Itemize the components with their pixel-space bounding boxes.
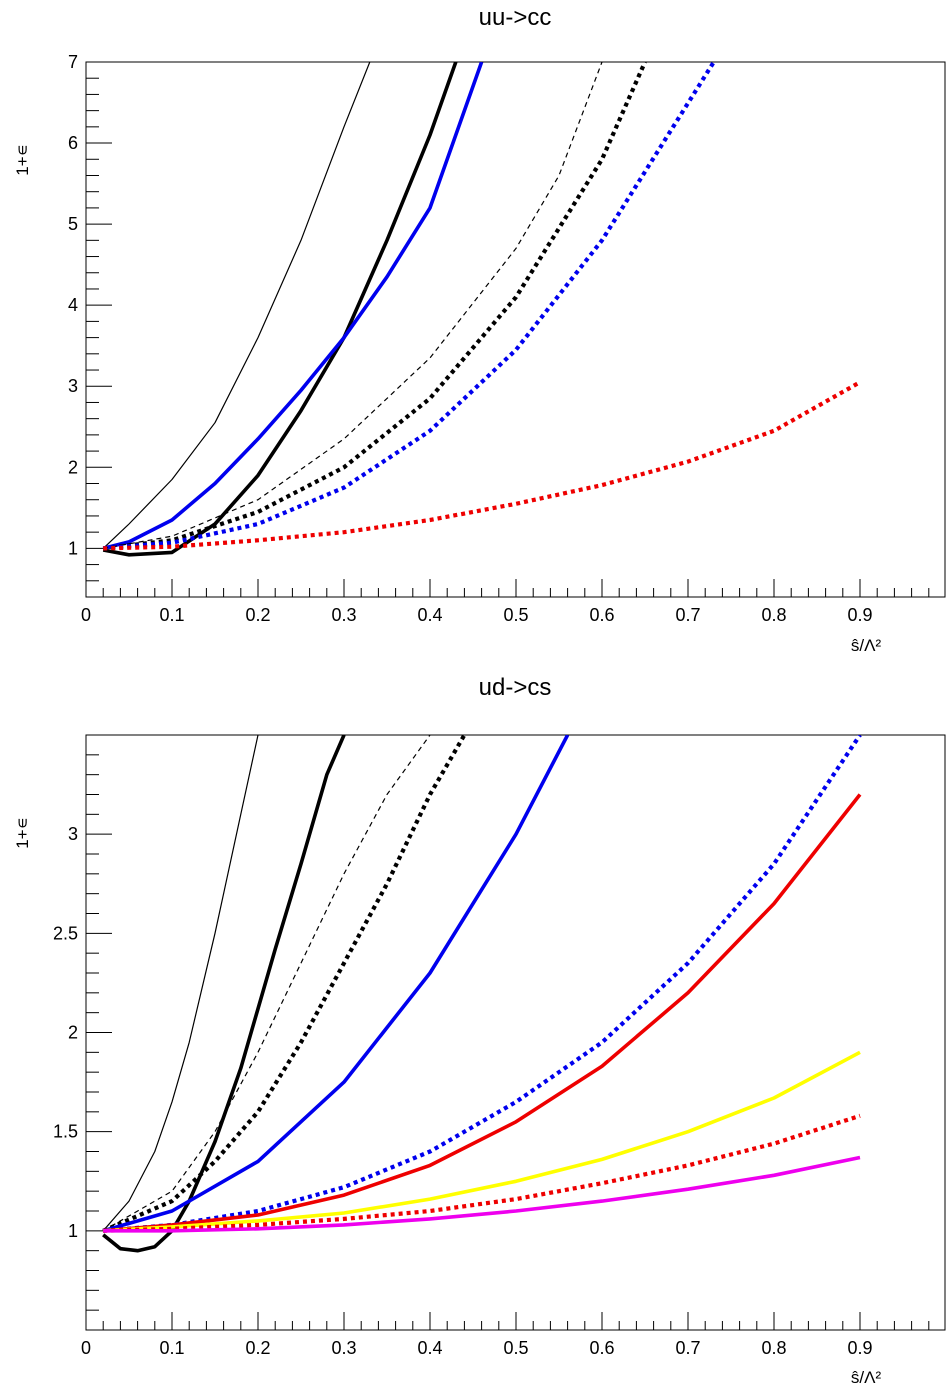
x-tick-label: 0.4 [417, 1338, 442, 1358]
series-line-3 [103, 62, 603, 549]
series-line-9 [103, 1155, 861, 1233]
y-tick-label: 1 [68, 1221, 78, 1241]
series-line-4 [102, 62, 647, 551]
y-tick-label: 5 [68, 214, 78, 234]
x-axis-label: ŝ/Λ² [851, 636, 882, 655]
x-tick-label: 0.1 [159, 605, 184, 625]
y-axis-label: 1+∊ [13, 817, 32, 849]
y-tick-label: 2 [68, 457, 78, 477]
y-tick-label: 1 [68, 538, 78, 558]
series-line-4 [102, 735, 570, 1233]
x-tick-label: 0.3 [331, 605, 356, 625]
y-tick-label: 1.5 [53, 1122, 78, 1142]
plot-frame [85, 734, 946, 1331]
x-tick-label: 0 [81, 1338, 91, 1358]
series-group [102, 62, 862, 557]
x-tick-label: 0.5 [503, 1338, 528, 1358]
series-line-5 [103, 735, 862, 1233]
series-line-7 [103, 1050, 861, 1233]
x-tick-label: 0.2 [245, 605, 270, 625]
x-tick-label: 0.9 [847, 605, 872, 625]
plot-frame [85, 61, 946, 598]
y-tick-label: 6 [68, 133, 78, 153]
series-line-0 [102, 735, 259, 1232]
y-axis-label: 1+∊ [13, 144, 32, 176]
y-tick-label: 4 [68, 295, 78, 315]
x-tick-label: 0.3 [331, 1338, 356, 1358]
chart-title: uu->cc [479, 4, 552, 31]
y-tick-label: 2 [68, 1023, 78, 1043]
series-line-5 [103, 62, 716, 551]
series-line-8 [103, 1113, 861, 1233]
series-line-1 [102, 62, 458, 557]
y-tick-label: 7 [68, 52, 78, 72]
series-line-3 [102, 735, 467, 1233]
x-tick-label: 0.6 [589, 1338, 614, 1358]
y-tick-label: 3 [68, 376, 78, 396]
x-tick-label: 0 [81, 605, 91, 625]
x-tick-label: 0.2 [245, 1338, 270, 1358]
chart-title: ud->cs [479, 674, 552, 701]
series-line-2 [102, 62, 484, 551]
x-tick-label: 0.8 [761, 1338, 786, 1358]
x-tick-label: 0.7 [675, 605, 700, 625]
chart-panel-uu-cc: uu->cc 1+∊ ŝ/Λ² 0 0.1 0.2 0.3 0.4 0.5 0.6 0.7 0.… [13, 4, 946, 655]
x-tick-label: 0.7 [675, 1338, 700, 1358]
x-tick-label: 0.6 [589, 605, 614, 625]
series-line-0 [102, 62, 371, 549]
y-tick-label: 3 [68, 824, 78, 844]
y-tick-label: 2.5 [53, 923, 78, 943]
series-line-6 [103, 793, 862, 1233]
x-tick-label: 0.5 [503, 605, 528, 625]
x-axis-label: ŝ/Λ² [851, 1368, 882, 1387]
series-line-2 [102, 735, 431, 1232]
chart-panel-ud-cs: ud->cs 1+∊ ŝ/Λ² 0 0.1 0.2 0.3 0.4 0.5 0.6 0.7 0.… [13, 674, 946, 1387]
x-tick-label: 0.9 [847, 1338, 872, 1358]
x-tick-label: 0.8 [761, 605, 786, 625]
series-group [102, 735, 862, 1253]
x-tick-label: 0.4 [417, 605, 442, 625]
x-tick-label: 0.1 [159, 1338, 184, 1358]
series-line-1 [102, 735, 346, 1253]
